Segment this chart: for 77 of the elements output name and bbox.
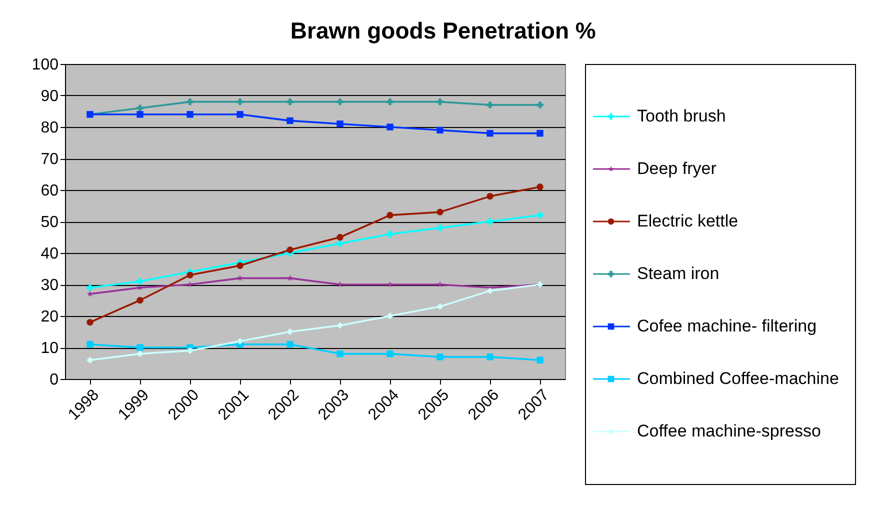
y-tick-label: 10 bbox=[40, 340, 59, 357]
point bbox=[286, 328, 294, 336]
point bbox=[436, 281, 444, 288]
point bbox=[86, 284, 94, 292]
point bbox=[336, 322, 344, 329]
point bbox=[136, 296, 144, 304]
y-tick-label: 100 bbox=[32, 56, 59, 74]
y-tick-label: 80 bbox=[40, 120, 59, 136]
point bbox=[536, 212, 544, 219]
point bbox=[436, 98, 444, 106]
point bbox=[436, 126, 444, 134]
point bbox=[486, 218, 494, 225]
point bbox=[436, 354, 444, 360]
point bbox=[186, 347, 194, 354]
point bbox=[286, 117, 294, 124]
y-tick-label: 50 bbox=[40, 214, 59, 231]
y-tick-label: 70 bbox=[40, 151, 59, 168]
y-tick-label: 60 bbox=[40, 182, 59, 200]
point bbox=[386, 350, 394, 358]
legend-label: Tooth brush bbox=[637, 106, 726, 126]
point bbox=[436, 224, 444, 232]
point bbox=[386, 212, 394, 219]
point bbox=[236, 338, 244, 345]
chart-title: Brawn goods Penetration % bbox=[290, 18, 596, 44]
point bbox=[286, 246, 294, 254]
point bbox=[386, 124, 394, 130]
point bbox=[386, 98, 394, 106]
point bbox=[436, 303, 444, 310]
point bbox=[136, 104, 144, 112]
y-tick-label: 40 bbox=[40, 246, 59, 262]
point bbox=[336, 120, 344, 128]
point bbox=[386, 281, 394, 288]
point bbox=[136, 350, 144, 358]
legend-label: Steam iron bbox=[637, 264, 720, 283]
point bbox=[86, 318, 94, 326]
point bbox=[136, 278, 144, 285]
point bbox=[286, 274, 294, 281]
point bbox=[186, 98, 194, 106]
legend-label: Coffee machine-spresso bbox=[637, 422, 821, 440]
y-tick-label: 20 bbox=[40, 308, 59, 326]
point bbox=[136, 284, 144, 290]
y-tick-label: 90 bbox=[40, 88, 59, 105]
point bbox=[536, 102, 544, 108]
point bbox=[236, 274, 244, 281]
y-tick-label: 30 bbox=[40, 277, 59, 294]
y-tick-label: 0 bbox=[50, 372, 59, 388]
point bbox=[336, 350, 344, 358]
point bbox=[86, 356, 94, 364]
point bbox=[286, 340, 294, 348]
point bbox=[186, 272, 194, 278]
legend-label: Cofee machine- filtering bbox=[637, 316, 817, 336]
legend-label: Combined Coffee-machine bbox=[637, 369, 839, 388]
point bbox=[486, 192, 494, 200]
point bbox=[536, 184, 544, 190]
point bbox=[236, 98, 244, 106]
point bbox=[236, 262, 244, 269]
point bbox=[136, 344, 144, 351]
point bbox=[536, 356, 544, 364]
point bbox=[186, 111, 194, 118]
point bbox=[386, 230, 394, 238]
point bbox=[336, 98, 344, 106]
point bbox=[486, 287, 494, 294]
point bbox=[486, 354, 494, 360]
point bbox=[486, 102, 494, 108]
point bbox=[486, 130, 494, 137]
point bbox=[336, 234, 344, 241]
point bbox=[386, 312, 394, 320]
legend-label: Deep fryer bbox=[637, 159, 717, 178]
point bbox=[436, 208, 444, 216]
point bbox=[536, 130, 544, 137]
point bbox=[136, 111, 144, 118]
point bbox=[86, 340, 94, 348]
point bbox=[86, 290, 94, 297]
point bbox=[286, 98, 294, 106]
point bbox=[336, 240, 344, 247]
point bbox=[236, 111, 244, 118]
legend-label: Electric kettle bbox=[637, 212, 738, 230]
